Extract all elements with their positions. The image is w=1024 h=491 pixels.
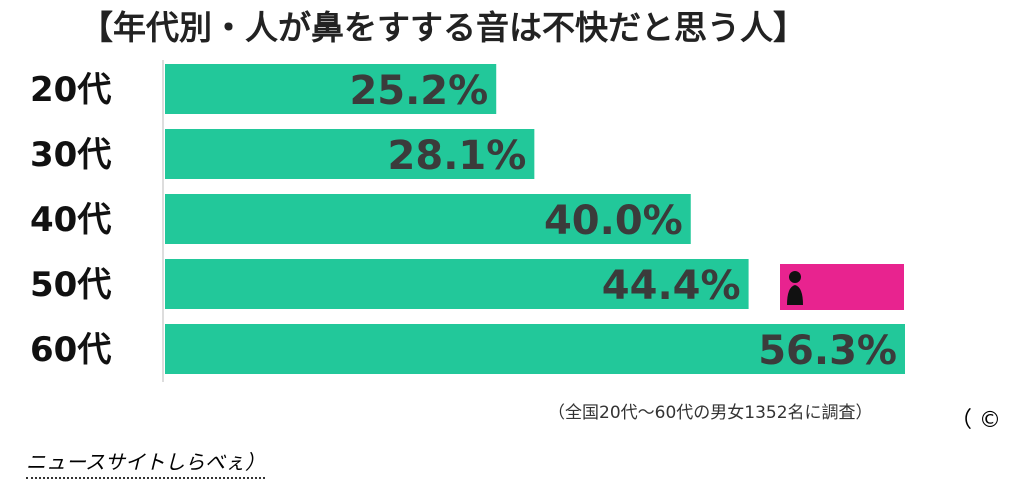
value-label: 28.1% [388, 133, 527, 179]
category-label: 20代 [30, 70, 111, 110]
shirabee-logo [780, 264, 904, 310]
bars-layer: 20代 25.2% 30代 28.1% 40代 40.0% 50代 44.4% 60代 56.3% [30, 64, 905, 374]
copyright-mark: （ © [950, 408, 1001, 433]
value-label: 40.0% [544, 198, 683, 244]
bar-20s [165, 64, 497, 114]
survey-footnote: （全国20代〜60代の男女1352名に調査） [548, 403, 873, 423]
value-label: 56.3% [758, 328, 897, 374]
bar-60s [165, 324, 905, 374]
category-label: 30代 [30, 135, 111, 175]
chart-title: 【年代別・人が鼻をすする音は不快だと思う人】 [80, 8, 806, 47]
category-label: 40代 [30, 200, 111, 240]
source-link[interactable]: ニュースサイトしらべぇ） [26, 446, 265, 479]
value-label: 25.2% [349, 68, 488, 114]
category-label: 50代 [30, 265, 111, 305]
logo-figure-icon [787, 271, 803, 305]
value-label: 44.4% [602, 263, 741, 309]
bar-30s [165, 129, 535, 179]
bar-40s [165, 194, 691, 244]
category-label: 60代 [30, 330, 111, 370]
bar-50s [165, 259, 749, 309]
